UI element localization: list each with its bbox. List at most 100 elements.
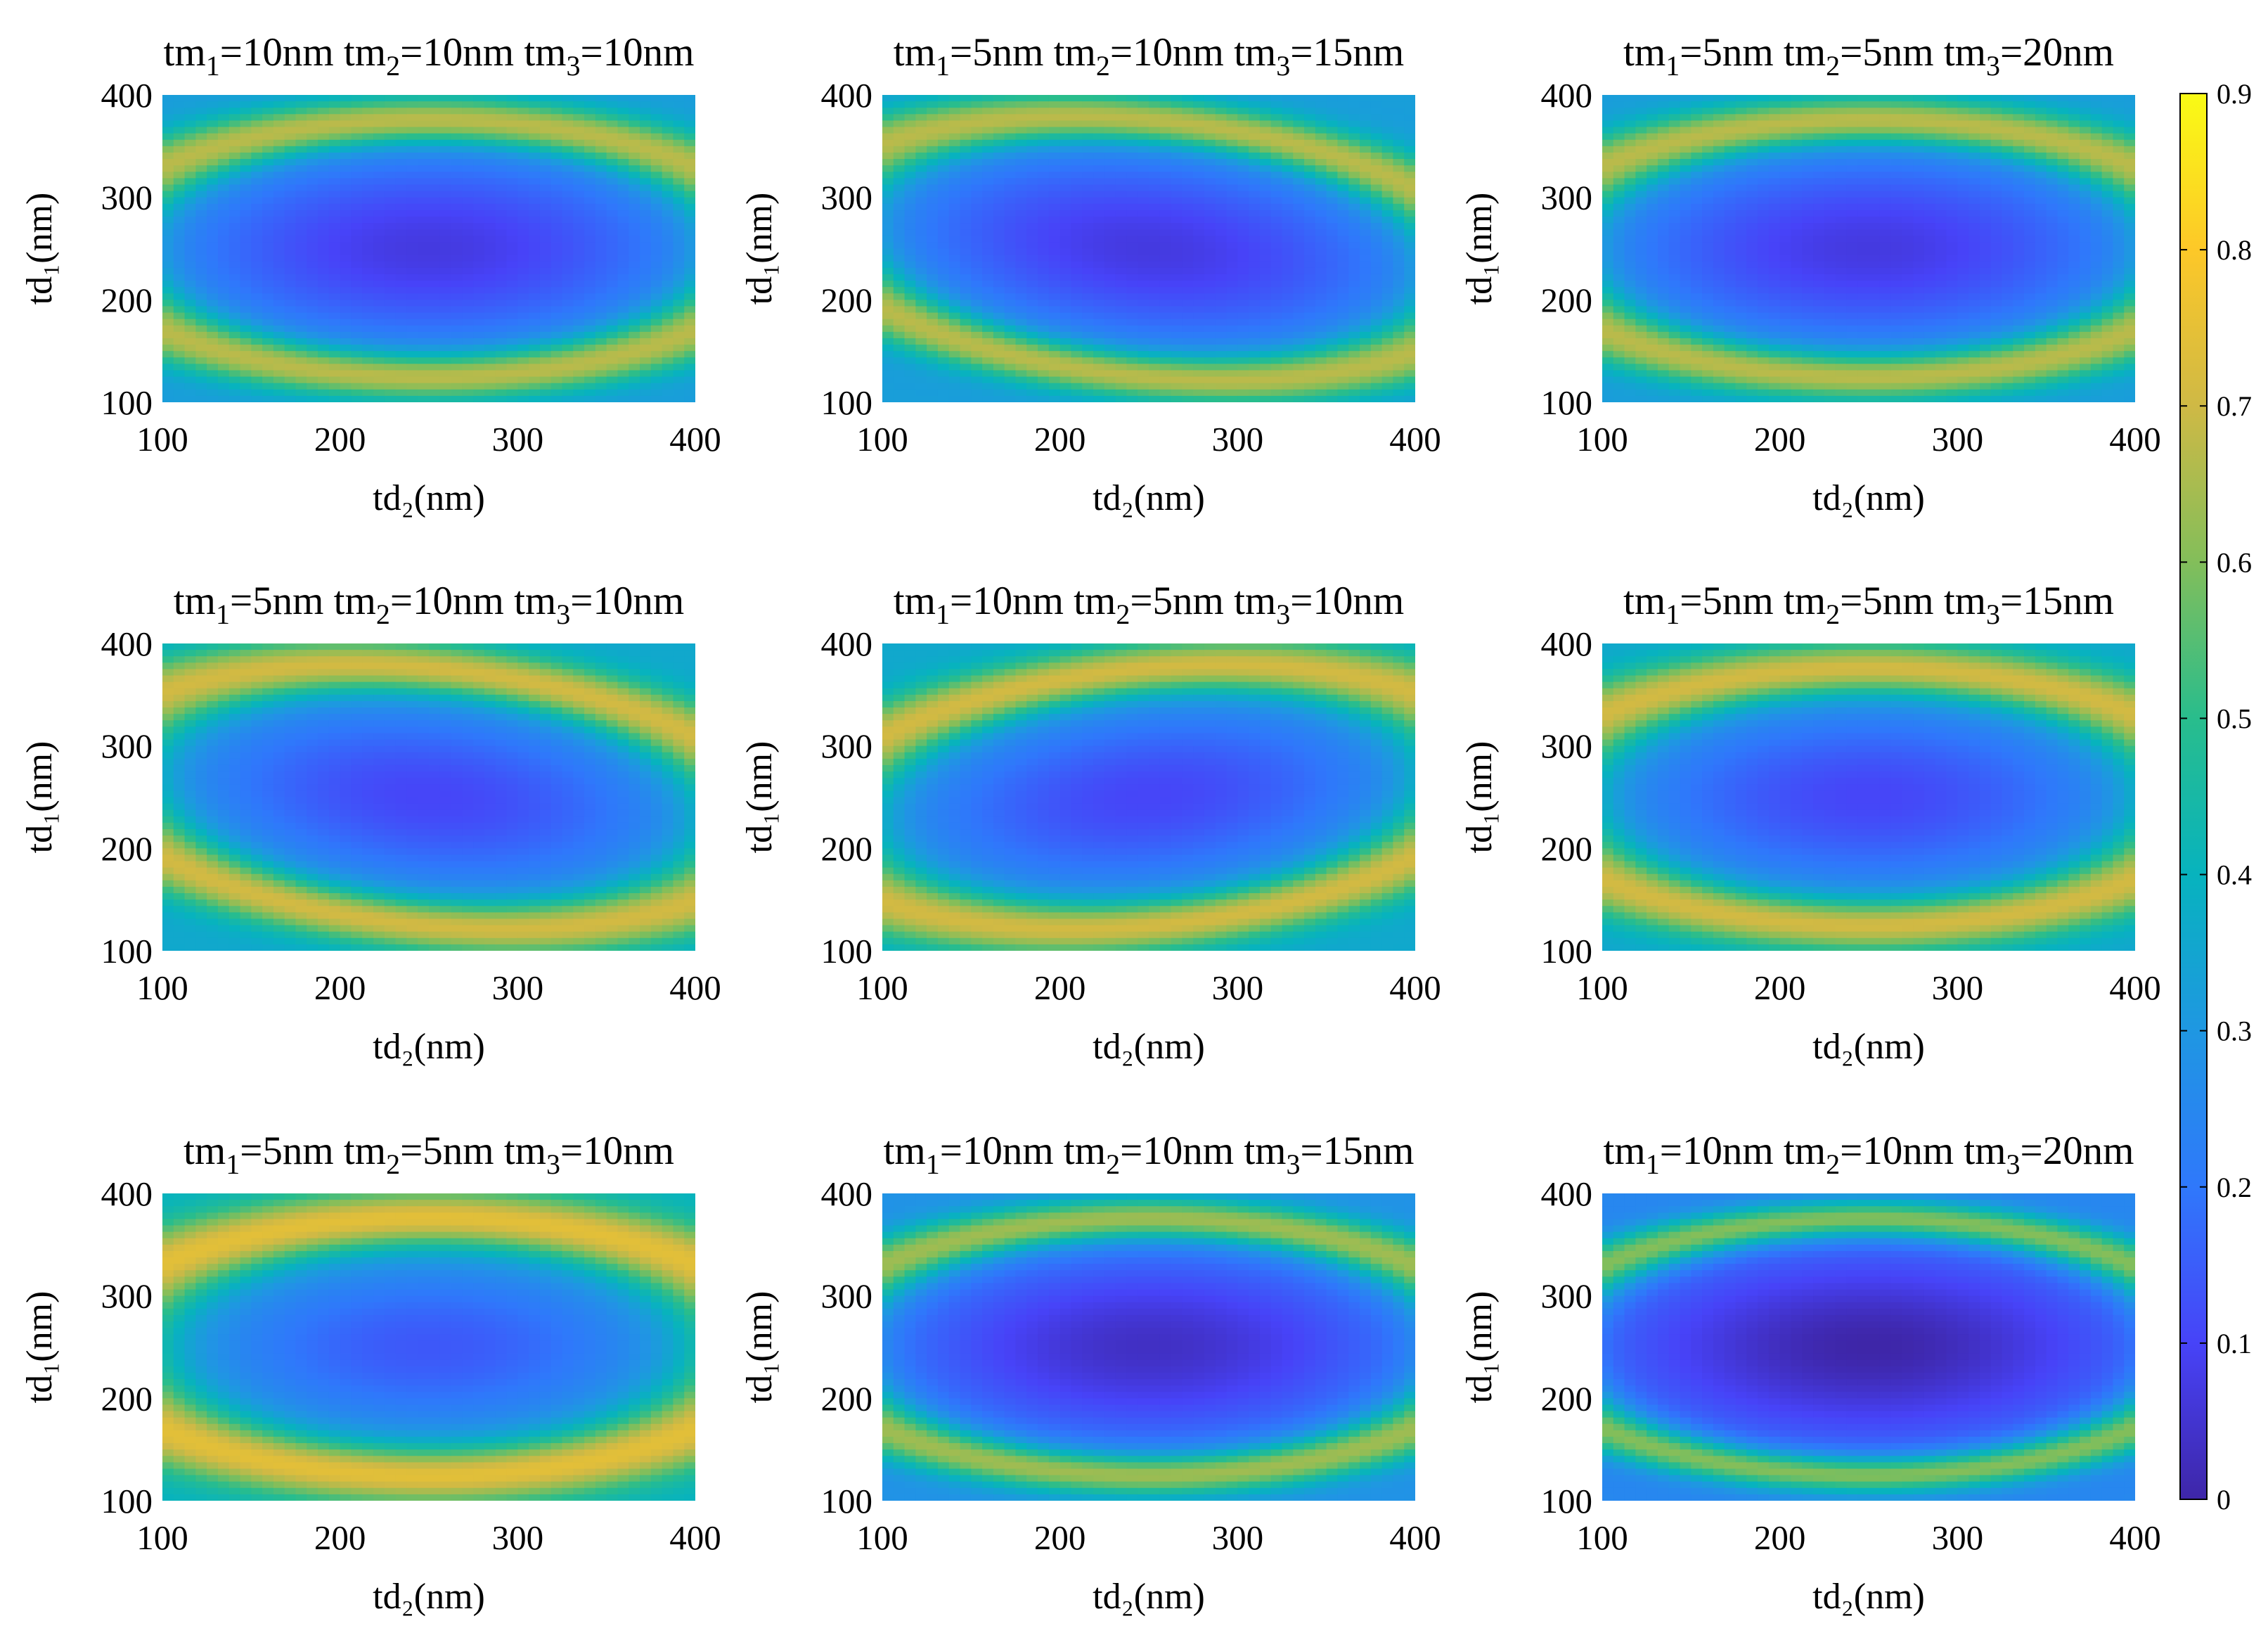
- heatmap-cell: [1326, 338, 1339, 345]
- heatmap-cell: [893, 172, 906, 179]
- heatmap-cell: [927, 152, 939, 160]
- heatmap-cell: [195, 357, 207, 364]
- heatmap-cell: [273, 229, 285, 236]
- heatmap-cell: [373, 306, 385, 314]
- heatmap-cell: [217, 120, 230, 128]
- heatmap-cell: [640, 95, 652, 102]
- heatmap-cell: [1004, 127, 1017, 134]
- heatmap-cell: [650, 242, 663, 250]
- heatmap-cell: [351, 357, 363, 364]
- heatmap-cell: [915, 108, 927, 115]
- heatmap-cell: [429, 345, 441, 352]
- heatmap-image: [162, 95, 695, 402]
- heatmap-cell: [506, 248, 518, 256]
- heatmap-cell: [662, 184, 674, 192]
- heatmap-cell: [1360, 293, 1372, 300]
- heatmap-cell: [960, 120, 972, 128]
- heatmap-cell: [240, 306, 252, 314]
- heatmap-cell: [1381, 287, 1394, 294]
- heatmap-cell: [307, 178, 318, 186]
- heatmap-cell: [662, 383, 674, 390]
- heatmap-cell: [1159, 287, 1172, 294]
- heatmap-cell: [273, 357, 285, 364]
- heatmap-cell: [562, 338, 574, 345]
- heatmap-cell: [1404, 370, 1415, 378]
- heatmap-cell: [451, 287, 463, 294]
- heatmap-cell: [351, 300, 363, 307]
- heatmap-cell: [173, 383, 186, 390]
- heatmap-cell: [373, 287, 385, 294]
- heatmap-cell: [1048, 108, 1061, 115]
- heatmap-cell: [1348, 120, 1360, 128]
- heatmap-cell: [1249, 312, 1261, 320]
- heatmap-cell: [927, 331, 939, 339]
- heatmap-cell: [650, 345, 663, 352]
- heatmap-cell: [1348, 255, 1360, 262]
- heatmap-cell: [1126, 331, 1138, 339]
- heatmap-cell: [340, 172, 352, 179]
- heatmap-cell: [1282, 267, 1294, 275]
- heatmap-cell: [1326, 152, 1339, 160]
- heatmap-cell: [240, 312, 252, 320]
- heatmap-cell: [1215, 184, 1228, 192]
- heatmap-cell: [506, 351, 518, 358]
- heatmap-cell: [1038, 242, 1050, 250]
- heatmap-cell: [462, 191, 474, 198]
- heatmap-cell: [340, 287, 352, 294]
- heatmap-cell: [173, 108, 186, 115]
- heatmap-cell: [295, 255, 307, 262]
- heatmap-cell: [173, 312, 186, 320]
- heatmap-cell: [262, 364, 274, 371]
- heatmap-cell: [517, 312, 529, 320]
- heatmap-cell: [340, 159, 352, 166]
- heatmap-cell: [1326, 351, 1339, 358]
- heatmap-cell: [1204, 331, 1216, 339]
- heatmap-cell: [993, 152, 1005, 160]
- heatmap-cell: [1282, 127, 1294, 134]
- heatmap-cell: [1226, 395, 1238, 402]
- heatmap-cell: [506, 293, 518, 300]
- heatmap-cell: [506, 120, 518, 128]
- heatmap-cell: [495, 120, 508, 128]
- heatmap-cell: [162, 319, 174, 326]
- heatmap-cell: [573, 267, 585, 275]
- heatmap-cell: [1126, 152, 1138, 160]
- heatmap-cell: [1270, 364, 1283, 371]
- heatmap-cell: [982, 274, 994, 281]
- y-tick-label: 300: [101, 179, 153, 217]
- heatmap-cell: [1404, 248, 1415, 256]
- heatmap-cell: [937, 331, 950, 339]
- heatmap-cell: [1293, 274, 1305, 281]
- heatmap-cell: [1093, 120, 1105, 128]
- heatmap-cell: [993, 395, 1005, 402]
- heatmap-cell: [1104, 376, 1116, 384]
- heatmap-cell: [529, 127, 541, 134]
- heatmap-cell: [1259, 357, 1272, 364]
- heatmap-cell: [240, 133, 252, 141]
- heatmap-cell: [429, 184, 441, 192]
- heatmap-cell: [228, 133, 241, 141]
- heatmap-cell: [529, 242, 541, 250]
- heatmap-cell: [307, 248, 318, 256]
- heatmap-cell: [1237, 287, 1249, 294]
- heatmap-cell: [484, 338, 496, 345]
- heatmap-cell: [1004, 287, 1017, 294]
- heatmap-cell: [539, 395, 552, 402]
- heatmap-cell: [1048, 383, 1061, 390]
- heatmap-cell: [882, 338, 894, 345]
- heatmap-cell: [1048, 325, 1061, 333]
- heatmap-cell: [1602, 306, 1614, 314]
- heatmap-cell: [251, 139, 263, 147]
- heatmap-cell: [1613, 357, 1625, 364]
- heatmap-cell: [1293, 281, 1305, 288]
- heatmap-cell: [1360, 383, 1372, 390]
- heatmap-cell: [1259, 203, 1272, 211]
- heatmap-cell: [395, 197, 408, 205]
- heatmap-cell: [517, 351, 529, 358]
- heatmap-cell: [1624, 325, 1636, 333]
- heatmap-cell: [517, 325, 529, 333]
- heatmap-cell: [584, 325, 596, 333]
- heatmap-cell: [1282, 293, 1294, 300]
- heatmap-cell: [629, 216, 640, 224]
- heatmap-cell: [1282, 345, 1294, 352]
